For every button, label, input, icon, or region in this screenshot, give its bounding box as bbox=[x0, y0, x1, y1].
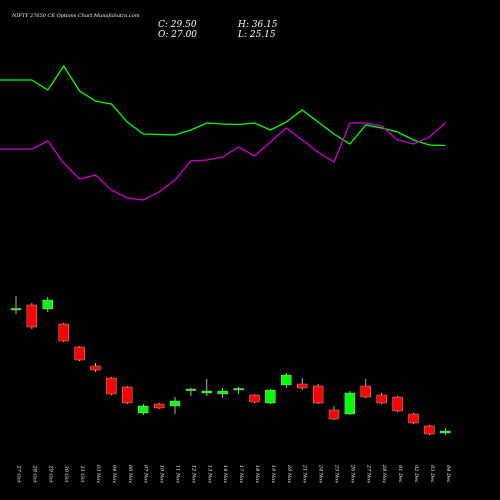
candle-body bbox=[440, 430, 451, 434]
x-tick-label: 11 Nov bbox=[175, 465, 181, 483]
candle-body bbox=[122, 386, 133, 404]
candle-body bbox=[376, 394, 387, 404]
upper-indicator-line bbox=[0, 64, 446, 147]
chart-title: NIFTY 27650 CE Options Chart MunafaSutra… bbox=[11, 13, 140, 19]
x-axis: 27 Oct 28 Oct 29 Oct 30 Oct 31 Oct 03 Nov 04 N… bbox=[16, 464, 451, 483]
candle-body bbox=[408, 413, 419, 424]
candle-17-nov bbox=[233, 387, 244, 394]
candle-body bbox=[90, 365, 101, 371]
candle-body bbox=[26, 304, 38, 328]
candle-28-oct bbox=[26, 303, 38, 329]
candle-body bbox=[217, 390, 228, 395]
x-tick-label: 13 Nov bbox=[206, 465, 212, 483]
candle-02-dec bbox=[408, 413, 419, 424]
candle-body bbox=[281, 374, 292, 386]
candle-04-dec bbox=[440, 428, 451, 435]
candle-27-oct bbox=[10, 296, 22, 314]
x-tick-label: 28 Nov bbox=[381, 464, 387, 483]
candle-body bbox=[58, 323, 69, 342]
x-tick-label: 30 Oct bbox=[63, 466, 69, 484]
x-tick-label: 01 Dec bbox=[397, 465, 403, 483]
candle-body bbox=[74, 346, 85, 361]
x-tick-label: 31 Oct bbox=[79, 466, 85, 484]
low-readout: L: 25.15 bbox=[237, 30, 276, 40]
candle-06-nov bbox=[122, 386, 133, 404]
x-tick-label: 10 Nov bbox=[159, 465, 165, 483]
candle-13-nov bbox=[201, 379, 212, 396]
candle-31-oct bbox=[74, 346, 85, 361]
candle-12-nov bbox=[185, 388, 197, 396]
candle-body bbox=[201, 390, 212, 394]
x-tick-label: 28 Oct bbox=[31, 465, 37, 484]
candle-18-nov bbox=[249, 394, 260, 403]
x-tick-label: 07 Nov bbox=[143, 465, 149, 483]
candle-28-nov bbox=[376, 393, 387, 404]
open-readout: O: 27.00 bbox=[158, 30, 197, 40]
candle-30-oct bbox=[58, 323, 69, 342]
candle-body bbox=[265, 389, 276, 404]
x-tick-label: 14 Nov bbox=[222, 465, 228, 483]
x-tick-label: 03 Nov bbox=[95, 465, 101, 483]
candle-body bbox=[312, 385, 324, 404]
candle-body bbox=[169, 400, 181, 407]
x-tick-label: 04 Dec bbox=[445, 465, 451, 483]
candle-body bbox=[233, 388, 244, 391]
x-tick-label: 17 Nov bbox=[238, 465, 244, 483]
x-tick-label: 19 Nov bbox=[270, 465, 276, 483]
candle-body bbox=[297, 383, 308, 389]
candle-body bbox=[424, 425, 435, 435]
x-tick-label: 21 Nov bbox=[302, 464, 308, 483]
x-tick-label: 24 Nov bbox=[318, 464, 324, 483]
candle-body bbox=[106, 377, 117, 395]
x-tick-label: 27 Oct bbox=[16, 465, 22, 484]
candle-03-dec bbox=[424, 425, 435, 435]
x-tick-label: 03 Dec bbox=[429, 465, 435, 483]
candle-24-nov bbox=[312, 384, 324, 404]
x-tick-label: 02 Dec bbox=[413, 465, 419, 483]
x-tick-label: 27 Nov bbox=[365, 464, 371, 483]
high-readout: H: 36.15 bbox=[237, 20, 278, 30]
candle-body bbox=[138, 405, 149, 414]
x-tick-label: 25 Nov bbox=[334, 464, 340, 483]
x-tick-label: 20 Nov bbox=[286, 464, 292, 483]
candle-body bbox=[344, 392, 356, 415]
candle-14-nov bbox=[217, 388, 228, 398]
candle-19-nov bbox=[265, 389, 276, 404]
candle-20-nov bbox=[281, 373, 292, 388]
candle-body bbox=[328, 409, 340, 420]
candle-27-nov bbox=[360, 379, 371, 398]
lower-indicator-line bbox=[0, 122, 446, 201]
candle-body bbox=[153, 403, 165, 409]
candle-26-nov bbox=[344, 391, 356, 415]
candle-21-nov bbox=[297, 378, 308, 390]
x-tick-label: 12 Nov bbox=[190, 465, 196, 483]
candle-body bbox=[185, 388, 197, 391]
candle-03-nov bbox=[90, 363, 101, 372]
candle-body bbox=[392, 396, 403, 412]
candle-body bbox=[10, 308, 22, 311]
indicator-lines bbox=[0, 64, 446, 201]
candle-01-dec bbox=[392, 396, 403, 412]
x-tick-label: 18 Nov bbox=[254, 465, 260, 483]
candle-body bbox=[249, 394, 260, 403]
candle-04-nov bbox=[106, 377, 117, 395]
close-readout: C: 29.50 bbox=[158, 20, 197, 30]
candle-body bbox=[42, 299, 53, 310]
candle-07-nov bbox=[138, 404, 149, 415]
candle-body bbox=[360, 385, 371, 398]
candle-10-nov bbox=[153, 403, 165, 409]
candles bbox=[10, 296, 451, 435]
x-tick-label: 26 Nov bbox=[349, 464, 355, 483]
candle-25-nov bbox=[328, 406, 340, 420]
x-tick-label: 29 Oct bbox=[47, 465, 53, 484]
x-tick-label: 06 Nov bbox=[127, 465, 133, 483]
candle-11-nov bbox=[169, 397, 181, 414]
x-tick-label: 04 Nov bbox=[111, 465, 117, 483]
candle-29-oct bbox=[42, 297, 53, 312]
